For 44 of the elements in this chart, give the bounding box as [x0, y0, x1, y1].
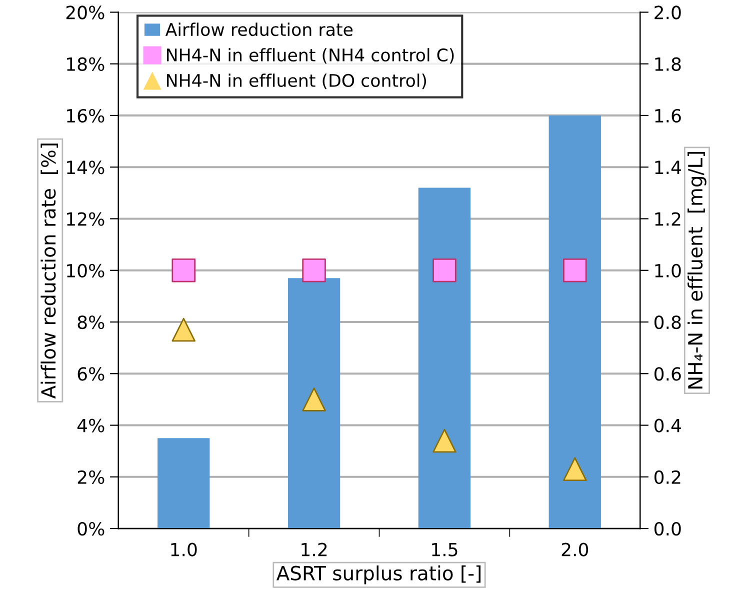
point	[562, 457, 587, 482]
y2-tick-label: 0.0	[654, 522, 681, 536]
y2-tick-label: 1.4	[655, 160, 681, 174]
legend-label: NH4-N in effluent (DO control)	[167, 74, 426, 90]
point	[432, 428, 456, 453]
y-tick-label: 6%	[78, 367, 104, 381]
y2-axis-title: NH₄-N in effluent [mg/L]	[688, 152, 706, 389]
bar	[158, 438, 210, 529]
y-tick-label: 18%	[67, 57, 104, 71]
y2-tick-label: 0.6	[654, 367, 681, 381]
x-tick-label: 2.0	[562, 542, 588, 556]
point	[562, 258, 587, 282]
point	[302, 258, 326, 282]
y2-tick-label: 0.2	[654, 470, 680, 484]
x-tick-label: 1.0	[171, 542, 197, 556]
y-tick-label: 14%	[67, 160, 104, 174]
y2-tick-label: 1.0	[655, 264, 681, 278]
y-tick-label: 0%	[78, 522, 104, 536]
y2-tick-label: 0.8	[654, 315, 681, 330]
y2-tick-label: 1.6	[655, 108, 681, 123]
y-tick-label: 2%	[78, 470, 104, 484]
bar	[548, 115, 601, 529]
y2-tick-label: 0.4	[654, 418, 681, 432]
bar	[288, 278, 340, 529]
x-axis-title: ASRT surplus ratio [-]	[276, 565, 480, 584]
x-tick-label: 1.5	[432, 542, 458, 556]
point	[172, 258, 196, 282]
y-tick-label: 16%	[67, 108, 104, 123]
x-tick-label: 1.2	[302, 542, 327, 556]
point	[302, 388, 326, 412]
y2-tick-label: 1.2	[655, 212, 680, 226]
y2-tick-label: 2.0	[654, 6, 681, 20]
legend-label: Airflow reduction rate	[165, 22, 353, 36]
y-tick-label: 10%	[67, 264, 104, 278]
bar	[418, 188, 471, 529]
y-tick-label: 12%	[67, 212, 104, 226]
y2-tick-label: 1.8	[655, 57, 681, 71]
point	[432, 258, 456, 282]
point	[172, 318, 196, 342]
y-tick-label: 8%	[78, 315, 104, 330]
y-tick-label: 4%	[77, 418, 104, 432]
legend-label: NH4-N in effluent (NH4 control C)	[167, 48, 454, 64]
y-tick-label: 20%	[66, 6, 104, 20]
y-axis-title: Airflow reduction rate [%]	[40, 144, 58, 399]
